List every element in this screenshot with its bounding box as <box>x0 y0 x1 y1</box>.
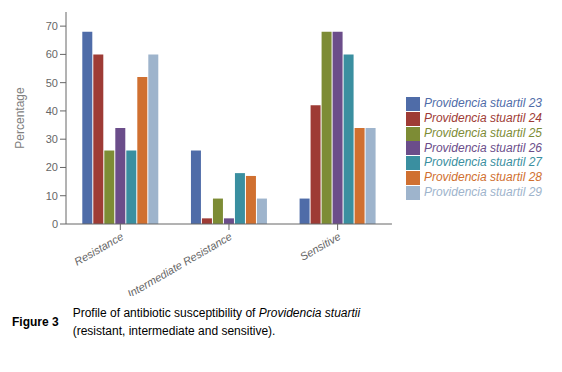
html-text:Providencia stuartil 25: Providencia stuartil 25 <box>423 125 542 140</box>
svg-text:Resistance: Resistance <box>72 230 125 268</box>
svg-text:70: 70 <box>46 20 58 32</box>
svg-text:0: 0 <box>52 218 58 230</box>
svg-text:50: 50 <box>46 77 58 89</box>
svg-text:Sensitive: Sensitive <box>298 230 343 263</box>
svg-text:Percentage: Percentage <box>13 87 27 149</box>
html-text:Providencia stuartil 28: Providencia stuartil 28 <box>423 170 542 185</box>
svg-text:Intermediate Resistance: Intermediate Resistance <box>125 230 234 296</box>
html-text:Providencia stuartil 27: Providencia stuartil 27 <box>423 155 542 170</box>
svg-text:10: 10 <box>46 190 58 202</box>
html-text:Providencia stuartil 26: Providencia stuartil 26 <box>423 140 542 155</box>
html-text:Figure 3: Figure 3 <box>12 315 59 329</box>
html-text:(resistant, intermediate and s: (resistant, intermediate and sensitive). <box>72 324 276 338</box>
html-text:Providencia stuartil 23: Providencia stuartil 23 <box>423 96 542 111</box>
svg-text:30: 30 <box>46 133 58 145</box>
html-text:Providencia stuartil 24: Providencia stuartil 24 <box>423 110 542 125</box>
html-text:Profile of antibiotic suscepti: Profile of antibiotic susceptibility of … <box>72 306 361 320</box>
svg-text:20: 20 <box>46 161 58 173</box>
svg-text:60: 60 <box>46 48 58 60</box>
svg-text:40: 40 <box>46 105 58 117</box>
html-text:Providencia stuartil 29: Providencia stuartil 29 <box>423 185 542 200</box>
